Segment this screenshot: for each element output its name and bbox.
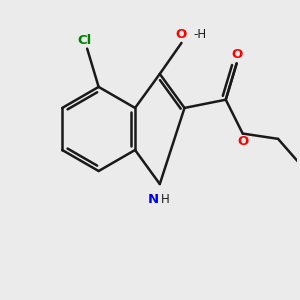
- Text: O: O: [231, 48, 242, 61]
- Text: H: H: [161, 193, 170, 206]
- Text: O: O: [176, 28, 187, 40]
- Text: -H: -H: [193, 28, 206, 40]
- Text: O: O: [237, 135, 248, 148]
- Text: Cl: Cl: [77, 34, 92, 47]
- Text: N: N: [147, 193, 158, 206]
